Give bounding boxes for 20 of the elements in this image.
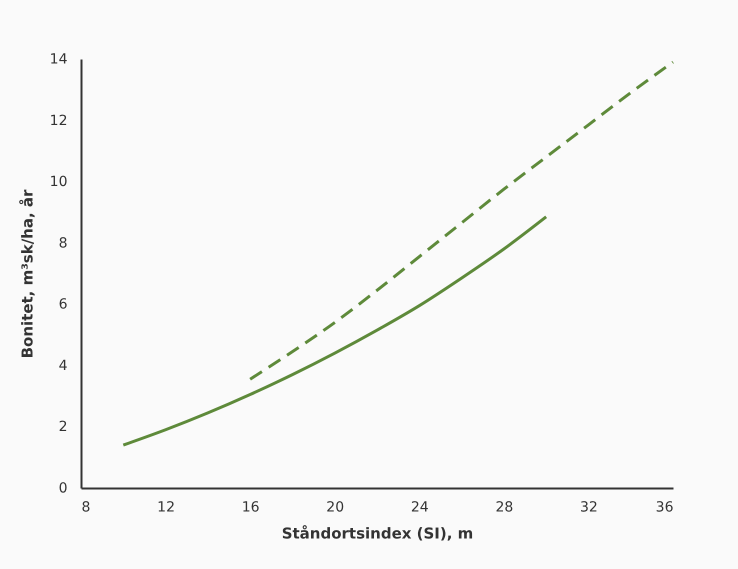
line-series bbox=[122, 215, 548, 447]
line-series bbox=[248, 60, 674, 381]
x-tick-label: 36 bbox=[656, 500, 674, 516]
y-tick-label: 4 bbox=[58, 358, 68, 374]
y-tick-label: 14 bbox=[50, 52, 68, 68]
y-tick-label: 12 bbox=[50, 112, 68, 129]
x-tick-label: 20 bbox=[326, 500, 344, 516]
y-tick-label: 10 bbox=[50, 174, 68, 190]
x-tick-label: 12 bbox=[157, 500, 175, 516]
y-tick-label: 0 bbox=[58, 480, 68, 496]
x-tick-label: 16 bbox=[242, 500, 260, 516]
x-tick-label: 8 bbox=[82, 500, 90, 516]
x-tick-label: 24 bbox=[410, 500, 429, 516]
x-axis-title: Ståndortsindex (SI), m bbox=[282, 524, 474, 542]
y-tick-label: 2 bbox=[58, 419, 68, 436]
y-axis-title: Bonitet, m³sk/ha, år bbox=[18, 188, 37, 358]
y-tick-label: 6 bbox=[58, 296, 68, 313]
x-tick-label: 28 bbox=[495, 500, 514, 516]
y-tick-label: 8 bbox=[58, 235, 68, 252]
x-tick-label: 32 bbox=[580, 500, 598, 516]
